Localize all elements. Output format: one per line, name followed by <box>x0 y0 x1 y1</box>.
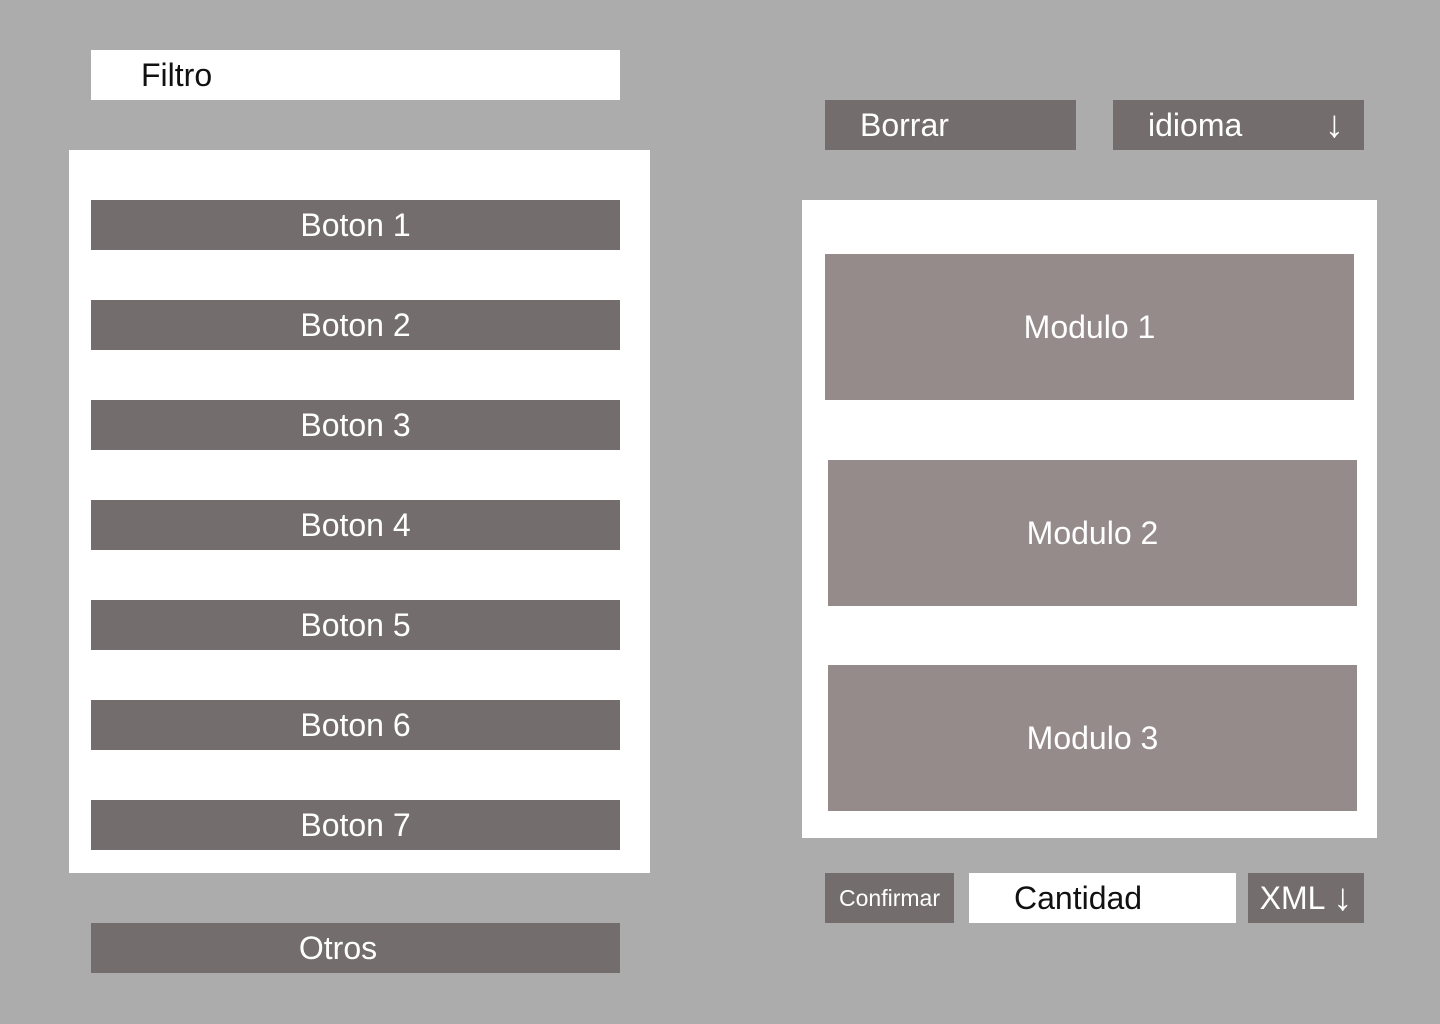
modules-panel: Modulo 1 Modulo 2 Modulo 3 <box>802 200 1377 838</box>
boton-2-button[interactable]: Boton 2 <box>91 300 620 350</box>
confirmar-button[interactable]: Confirmar <box>825 873 954 923</box>
xml-label: XML <box>1259 879 1326 916</box>
boton-7-button[interactable]: Boton 7 <box>91 800 620 850</box>
arrow-down-icon: ↓ <box>1333 877 1353 919</box>
arrow-down-icon: ↓ <box>1325 104 1344 146</box>
filter-placeholder: Filtro <box>141 57 213 93</box>
borrar-button[interactable]: Borrar <box>825 100 1076 150</box>
cantidad-placeholder: Cantidad <box>1014 880 1143 916</box>
modulo-3[interactable]: Modulo 3 <box>828 665 1357 811</box>
boton-5-button[interactable]: Boton 5 <box>91 600 620 650</box>
button-list-panel: Boton 1 Boton 2 Boton 3 Boton 4 Boton 5 … <box>69 150 650 873</box>
otros-button[interactable]: Otros <box>91 923 620 973</box>
idioma-label: idioma <box>1148 106 1243 143</box>
xml-export-button[interactable]: XML ↓ <box>1248 873 1364 923</box>
modulo-1[interactable]: Modulo 1 <box>825 254 1354 400</box>
cantidad-input[interactable]: Cantidad <box>969 873 1236 923</box>
boton-4-button[interactable]: Boton 4 <box>91 500 620 550</box>
boton-6-button[interactable]: Boton 6 <box>91 700 620 750</box>
modulo-2[interactable]: Modulo 2 <box>828 460 1357 606</box>
boton-1-button[interactable]: Boton 1 <box>91 200 620 250</box>
filter-input[interactable]: Filtro <box>91 50 620 100</box>
idioma-dropdown[interactable]: idioma ↓ <box>1113 100 1364 150</box>
boton-3-button[interactable]: Boton 3 <box>91 400 620 450</box>
